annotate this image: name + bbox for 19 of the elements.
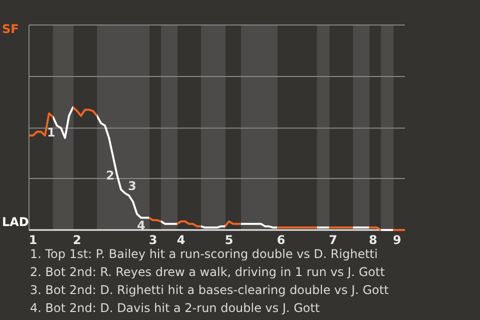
x-tick-label: 4 <box>176 233 186 247</box>
x-tick-label: 2 <box>72 233 82 247</box>
text: 3. Bot 2nd: D. Righetti hit a bases-clearing double vs J. Gott <box>30 283 389 297</box>
x-tick-label: 3 <box>148 233 158 247</box>
text: LAD <box>2 215 29 229</box>
x-tick-label: 6 <box>276 233 286 247</box>
x-tick-label: 5 <box>224 233 234 247</box>
x-tick-label: 1 <box>28 233 38 247</box>
text: SF <box>2 22 19 36</box>
annotation: 3 <box>128 179 136 194</box>
text: 4. Bot 2nd: D. Davis hit a 2-run double vs J. Gott <box>30 301 320 315</box>
annotation: 2 <box>106 168 114 182</box>
x-tick-label: 7 <box>328 233 338 247</box>
annotation: 4 <box>137 218 146 233</box>
x-tick-label: 8 <box>368 233 378 247</box>
annotation: 1 <box>47 126 56 140</box>
x-tick-label: 9 <box>392 233 402 247</box>
text: 2. Bot 2nd: R. Reyes drew a walk, driving in 1 run vs J. Gott <box>30 265 386 279</box>
text: 1. Top 1st: P. Bailey hit a run-scoring double vs D. Righetti <box>30 247 378 261</box>
